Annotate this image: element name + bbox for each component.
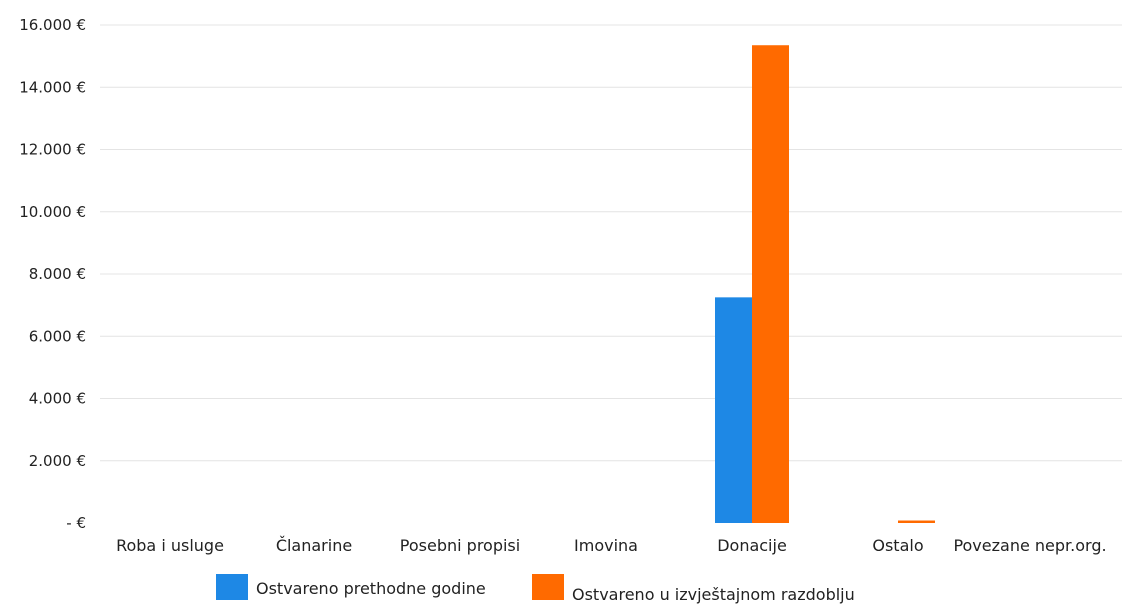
- legend-label-current: Ostvareno u izvještajnom razdoblju: [572, 585, 855, 604]
- y-tick-label: 12.000 €: [19, 141, 86, 159]
- bars: [715, 45, 935, 523]
- legend-swatch-prev: [216, 574, 248, 600]
- gridlines: [100, 24, 1122, 462]
- x-category-label: Roba i usluge: [116, 536, 224, 555]
- x-axis-categories: Roba i usluge Članarine Posebni propisi Imo…: [116, 536, 1106, 555]
- x-category-label: Ostalo: [872, 536, 923, 555]
- x-category-label: Članarine: [276, 536, 352, 555]
- y-tick-label: 2.000 €: [29, 452, 86, 470]
- x-category-label: Donacije: [717, 536, 787, 555]
- y-tick-label: 16.000 €: [19, 16, 86, 34]
- legend-label-prev: Ostvareno prethodne godine: [256, 579, 486, 598]
- legend-swatch-current: [532, 574, 564, 600]
- x-category-label: Povezane nepr.org.: [953, 536, 1106, 555]
- y-tick-label: 6.000 €: [29, 327, 86, 345]
- x-category-label: Imovina: [574, 536, 638, 555]
- y-axis-ticks: - € 2.000 € 4.000 € 6.000 € 8.000 € 10.000 € 1…: [19, 16, 86, 532]
- y-tick-label: 4.000 €: [29, 390, 86, 408]
- bar-prev-4: [715, 297, 752, 523]
- y-tick-label: - €: [66, 514, 86, 532]
- bar-current-4: [752, 45, 789, 523]
- legend: Ostvareno prethodne godine Ostvareno u i…: [216, 574, 855, 604]
- x-category-label: Posebni propisi: [400, 536, 520, 555]
- y-tick-label: 14.000 €: [19, 78, 86, 96]
- y-tick-label: 8.000 €: [29, 265, 86, 283]
- bar-current-5: [898, 520, 935, 523]
- y-tick-label: 10.000 €: [19, 203, 86, 221]
